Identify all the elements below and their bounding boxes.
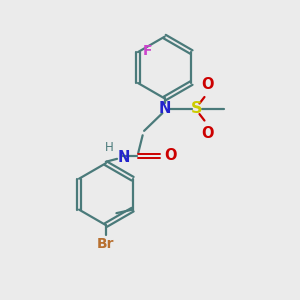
- Text: Br: Br: [97, 237, 115, 251]
- Text: O: O: [164, 148, 176, 164]
- Text: H: H: [105, 141, 114, 154]
- Text: O: O: [201, 126, 214, 141]
- Text: N: N: [158, 101, 171, 116]
- Text: O: O: [201, 77, 214, 92]
- Text: F: F: [143, 44, 153, 58]
- Text: N: N: [118, 150, 130, 165]
- Text: S: S: [191, 101, 203, 116]
